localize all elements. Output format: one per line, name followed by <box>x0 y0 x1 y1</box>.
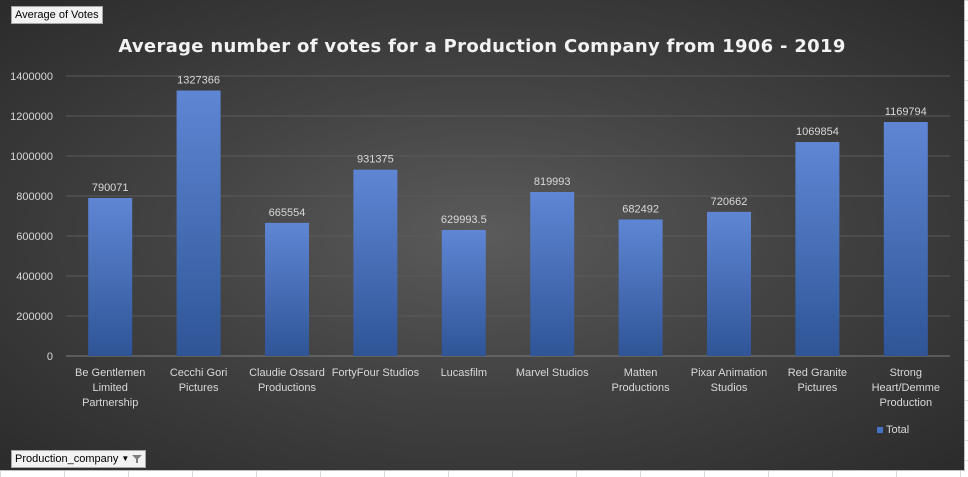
data-label: 682492 <box>622 204 659 216</box>
x-tick-label: Strong Heart/Demme Production <box>872 367 940 409</box>
y-tick-label: 1200000 <box>10 111 53 123</box>
y-tick-label: 600000 <box>16 231 53 243</box>
value-field-button[interactable]: Average of Votes <box>11 6 103 24</box>
dropdown-arrow-icon: ▼ <box>121 454 130 463</box>
data-label: 931375 <box>357 154 394 166</box>
y-tick-label: 1400000 <box>10 71 53 83</box>
legend: Total <box>877 424 909 436</box>
chart-title: Average number of votes for a Production… <box>118 36 846 57</box>
bar[interactable] <box>618 219 663 356</box>
data-label: 819993 <box>534 176 571 188</box>
bar[interactable] <box>707 211 751 356</box>
x-tick-label: Matten Productions <box>612 367 671 394</box>
legend-swatch <box>877 427 883 433</box>
x-tick-label: Claudie Ossard Productions <box>249 367 325 394</box>
x-tick-label: Lucasfilm <box>441 367 487 379</box>
y-tick-label: 400000 <box>16 271 53 283</box>
x-tick-label: Cecchi Gori Pictures <box>170 367 227 394</box>
bar[interactable] <box>353 169 398 356</box>
data-label: 665554 <box>269 207 306 219</box>
bar[interactable] <box>530 192 575 356</box>
x-tick-label: Be Gentlemen Limited Partnership <box>75 367 145 409</box>
bar[interactable] <box>88 197 133 356</box>
data-label: 720662 <box>711 196 748 208</box>
data-label: 629993.5 <box>441 214 487 226</box>
data-label: 1069854 <box>796 126 839 138</box>
y-tick-label: 0 <box>47 351 53 363</box>
data-label: 1169794 <box>885 106 927 118</box>
y-tick-label: 200000 <box>16 311 53 323</box>
y-tick-label: 1000000 <box>10 151 53 163</box>
x-tick-label: Pixar Animation Studios <box>691 367 767 394</box>
bar[interactable] <box>265 222 309 356</box>
axis-field-filter-button[interactable]: Production_company ▼ <box>11 450 147 468</box>
bar[interactable] <box>795 142 840 356</box>
bar[interactable] <box>883 122 928 356</box>
legend-label: Total <box>886 424 910 436</box>
x-tick-label: FortyFour Studios <box>332 367 420 379</box>
x-tick-label: Marvel Studios <box>516 367 589 379</box>
bar[interactable] <box>176 90 221 357</box>
axis-field-label: Production_company <box>15 453 119 465</box>
x-tick-label: Red Granite Pictures <box>788 367 847 394</box>
y-tick-label: 800000 <box>16 191 53 203</box>
filter-icon <box>132 455 143 463</box>
data-label: 1327366 <box>177 75 220 87</box>
data-label: 790071 <box>92 182 129 194</box>
bar[interactable] <box>441 230 486 356</box>
